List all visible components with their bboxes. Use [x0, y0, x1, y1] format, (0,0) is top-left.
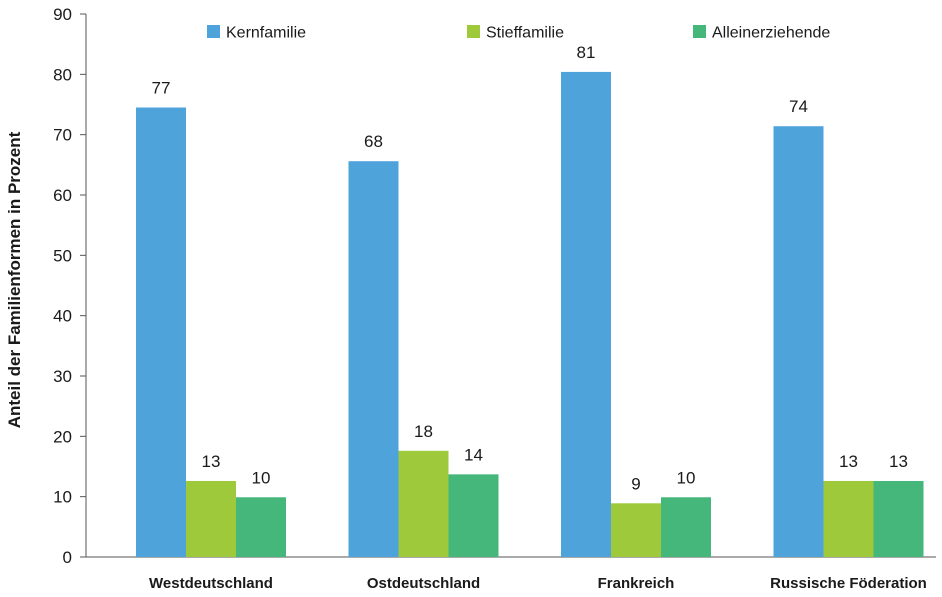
data-label: 18 [414, 422, 433, 441]
legend-label: Stieffamilie [486, 25, 564, 42]
y-tick-label: 40 [53, 307, 72, 326]
bar [348, 161, 399, 558]
y-tick-label: 50 [53, 246, 72, 265]
data-label: 13 [839, 452, 858, 471]
y-tick-label: 20 [53, 427, 72, 446]
x-category-label: Ostdeutschland [367, 575, 480, 592]
data-label: 74 [789, 97, 808, 116]
bar [773, 126, 824, 557]
legend-swatch [207, 25, 220, 38]
legend-swatch [467, 25, 480, 38]
bar [561, 71, 611, 558]
y-tick-label: 90 [53, 5, 72, 24]
bar [236, 497, 286, 557]
legend: Kernfamilie Stieffamilie Alleinerziehende [207, 25, 830, 42]
bar [136, 107, 186, 558]
bar [661, 497, 711, 557]
data-label: 9 [631, 474, 640, 493]
data-label: 10 [252, 468, 271, 487]
data-labels: 77 13 10 68 18 14 81 9 10 74 13 13 [152, 43, 908, 493]
legend-swatch [693, 25, 706, 38]
data-label: 14 [464, 445, 483, 464]
bar [186, 480, 236, 557]
bar [398, 450, 449, 557]
y-tick-label: 10 [53, 488, 72, 507]
bar [873, 480, 924, 557]
x-category-label: Frankreich [598, 575, 675, 592]
y-tick-label: 80 [53, 65, 72, 84]
bar [448, 474, 499, 557]
bar [611, 503, 661, 557]
data-label: 10 [677, 468, 696, 487]
y-axis-label: Anteil der Familienformen in Prozent [5, 131, 24, 428]
y-tick-label: 30 [53, 367, 72, 386]
bars [136, 71, 924, 558]
legend-label: Kernfamilie [226, 25, 306, 42]
axes: 0 10 20 30 40 50 60 70 80 90 Westdeutschland Ostdeu… [53, 5, 936, 592]
data-label: 13 [202, 452, 221, 471]
data-label: 77 [152, 79, 171, 98]
bar [823, 480, 874, 557]
x-category-label: Russische Föderation [770, 575, 927, 592]
y-tick-label: 0 [63, 548, 72, 567]
data-label: 13 [889, 452, 908, 471]
x-category-label: Westdeutschland [149, 575, 273, 592]
y-tick-label: 60 [53, 186, 72, 205]
data-label: 68 [364, 132, 383, 151]
y-tick-label: 70 [53, 126, 72, 145]
data-label: 81 [577, 43, 596, 62]
legend-label: Alleinerziehende [712, 25, 830, 42]
